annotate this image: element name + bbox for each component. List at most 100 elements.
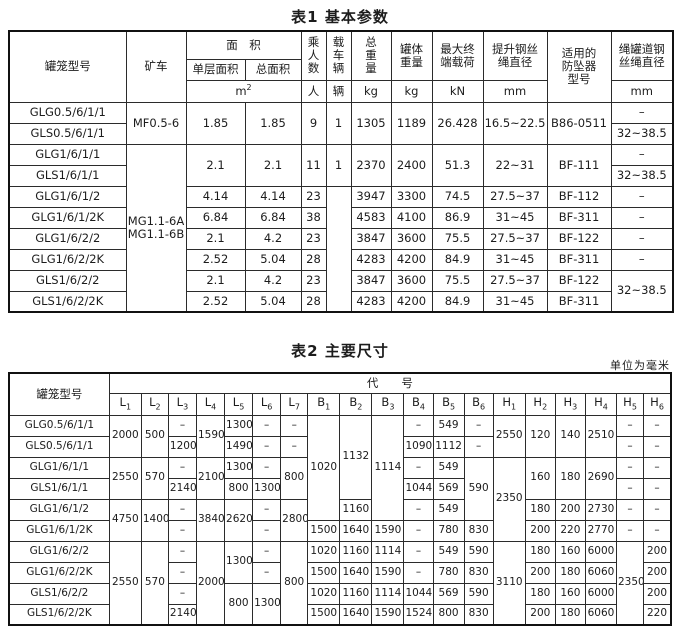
value-cell: 23 [300,269,327,292]
table2-title: 表2 主要尺寸 [291,342,389,360]
value-cell: 6.84 [185,206,246,229]
value-cell: 200 [524,561,556,584]
value-cell: 1044 [403,477,434,500]
column-header: 人 [300,79,327,103]
column-header: B3 [371,392,405,416]
value-cell: – [167,456,197,479]
value-cell: 2620 [224,498,254,542]
value-cell: – [252,498,282,521]
value-cell: – [252,519,282,542]
value-cell: 4.2 [244,269,302,292]
table-row: GLG0.5/6/1/1 MF0.5-6 1.85 1.85 9 1 1305 1189 26.… [8,101,674,145]
value-cell: 1490 [224,435,254,458]
value-cell: 1020 [307,582,341,605]
value-cell: 2.1 [185,143,246,187]
value-cell: BF-122 [546,227,612,250]
value-cell: 2770 [584,519,618,542]
value-cell: 569 [432,582,465,605]
column-header: 绳罐道钢 丝绳直径 [610,30,674,81]
column-header: 总 重 量 [350,30,392,81]
value-cell: 569 [432,477,465,500]
column-header: H2 [524,392,556,416]
table-row: GLG1/6/1/1 2550 570–2100 1300–800–549 590 235… [8,456,672,542]
value-cell: 11 [300,143,327,187]
value-cell: 9 [300,101,327,145]
value-cell: – [463,435,494,458]
value-cell: 549 [432,414,465,437]
column-header: 乘 人 数 [300,30,327,81]
model-cell: GLS1/6/1/1 [8,477,110,500]
main-dimensions-table: 罐笼型号代 号 L1 L2 L3 L4 L5 L6 L7 B1 B2 B3 B4 B5 B6 H1 H2 H3 H… [8,372,672,626]
value-cell: 1160 [339,540,373,563]
model-cell: GLS0.5/6/1/1 [8,435,110,458]
model-cell: GLG1/6/1/1 [8,143,127,166]
value-cell: 3947 [350,185,392,208]
value-cell: 2800 [280,498,309,542]
value-cell: 1524 [403,603,434,626]
value-cell: – [167,519,197,542]
value-cell: MF0.5-6 [125,101,187,145]
model-cell: GLS1/6/2/2K [8,290,127,313]
value-cell: – [643,498,672,521]
value-cell: 2730 [584,498,618,521]
value-cell: – [252,540,282,563]
value-cell: 800 [280,540,309,626]
value-cell: 74.5 [431,185,484,208]
value-cell: 200 [524,519,556,542]
value-cell: – [615,456,645,479]
value-cell: 1090 [403,435,434,458]
value-cell: 180 [554,561,586,584]
column-header: L5 [224,392,254,416]
table-row: GLS0.5/6/1/1 1200 1490– –1090 1112– – – [8,435,672,458]
value-cell: – [615,519,645,542]
value-cell: 38 [300,206,327,229]
column-header: B6 [463,392,494,416]
value-cell: 200 [524,603,556,626]
value-cell: 2550 [108,540,142,626]
value-cell: 2140 [167,477,197,500]
value-cell: 1160 [339,582,373,605]
column-header: 提升钢丝 绳直径 [482,30,548,81]
column-header: kg [390,79,433,103]
value-cell: 500 [140,414,169,458]
value-cell: 2370 [350,143,392,187]
value-cell: 1300 [252,477,282,500]
value-cell: – [167,540,197,563]
column-header: B2 [339,392,373,416]
value-cell: 549 [432,456,465,479]
column-header: H6 [643,392,672,416]
model-cell: GLG0.5/6/1/1 [8,101,127,124]
table-row: GLS1/6/2/2–800 1300 1020 1160 1114 1044 569 590… [8,582,672,626]
value-cell: – [610,227,674,250]
model-cell: GLG1/6/2/2 [8,540,110,563]
value-cell: 84.9 [431,290,484,313]
column-header: 单层面积 [185,58,246,81]
value-cell: 180 [524,582,556,605]
model-cell: GLG1/6/2/2 [8,227,127,250]
value-cell: 4.14 [244,185,302,208]
value-cell: 780 [432,561,465,584]
value-cell: 28 [300,248,327,271]
value-cell: 200 [554,498,586,521]
value-cell: 86.9 [431,206,484,229]
column-header: H3 [554,392,586,416]
model-cell: GLS1/6/1/1 [8,164,127,187]
value-cell: 6000 [584,582,618,605]
value-cell: 570 [140,540,169,626]
value-cell: – [403,561,434,584]
value-cell: 27.5~37 [482,185,548,208]
value-cell: – [610,101,674,124]
value-cell: 3300 [390,185,433,208]
value-cell: MG1.1-6A MG1.1-6B [125,143,187,313]
value-cell: 590 [463,540,494,563]
value-cell: 220 [643,603,672,626]
value-cell: – [643,477,672,500]
value-cell: 830 [463,519,494,542]
value-cell: 4583 [350,206,392,229]
column-header: L6 [252,392,282,416]
value-cell: – [252,561,282,584]
model-cell: GLG1/6/1/2K [8,519,110,542]
value-cell: 75.5 [431,227,484,250]
value-cell: 1500 [307,519,341,542]
